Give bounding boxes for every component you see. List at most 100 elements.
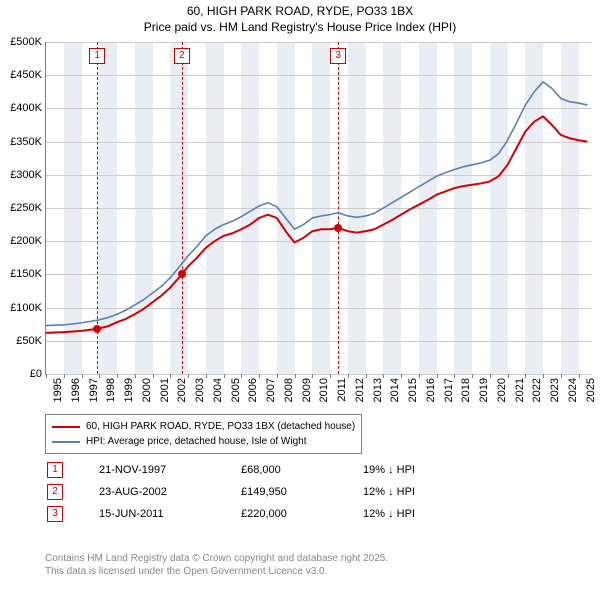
event-price: £220,000 [241,504,361,524]
x-tick-mark [82,374,83,378]
x-tick-label: 2022 [529,378,543,402]
y-gridline [46,374,591,375]
event-date: 23-AUG-2002 [99,482,239,502]
x-tick-label: 2005 [228,378,242,402]
x-tick-label: 2017 [441,378,455,402]
x-tick-mark [401,374,402,378]
y-tick-label: £400K [10,102,46,114]
x-tick-mark [579,374,580,378]
legend-item: 60, HIGH PARK ROAD, RYDE, PO33 1BX (deta… [52,419,355,434]
x-tick-label: 2011 [334,378,348,402]
x-tick-label: 1997 [86,378,100,402]
series-price-paid [46,116,587,332]
event-row: 2 23-AUG-2002£149,95012% ↓ HPI [47,482,483,502]
chart-title-line2: Price paid vs. HM Land Registry's House … [0,20,600,36]
x-tick-mark [366,374,367,378]
x-tick-label: 2003 [192,378,206,402]
x-tick-label: 1995 [50,378,64,402]
x-tick-mark [259,374,260,378]
y-tick-label: £0 [30,368,46,380]
y-tick-label: £100K [10,302,46,314]
x-tick-mark [241,374,242,378]
x-tick-label: 2019 [476,378,490,402]
legend-swatch [52,441,80,443]
events-table: 1 21-NOV-1997£68,00019% ↓ HPI 2 23-AUG-2002… [45,458,485,526]
x-tick-mark [348,374,349,378]
x-tick-label: 2024 [565,378,579,402]
y-tick-label: £450K [10,69,46,81]
x-tick-mark [525,374,526,378]
x-tick-label: 1998 [103,378,117,402]
x-tick-label: 2013 [370,378,384,402]
event-delta: 12% ↓ HPI [363,482,483,502]
y-tick-label: £200K [10,235,46,247]
legend-label: HPI: Average price, detached house, Isle… [86,434,307,449]
series-hpi [46,82,587,326]
attribution-footer: Contains HM Land Registry data © Crown c… [45,552,388,578]
chart-title-block: 60, HIGH PARK ROAD, RYDE, PO33 1BX Price… [0,0,600,35]
x-tick-label: 2010 [316,378,330,402]
legend-swatch [52,426,80,428]
x-tick-label: 2008 [281,378,295,402]
x-tick-mark [188,374,189,378]
x-tick-label: 2021 [512,378,526,402]
legend-item: HPI: Average price, detached house, Isle… [52,434,355,449]
x-tick-mark [153,374,154,378]
x-tick-label: 2023 [547,378,561,402]
x-tick-label: 2001 [157,378,171,402]
x-tick-label: 2015 [405,378,419,402]
x-tick-mark [46,374,47,378]
y-tick-label: £350K [10,136,46,148]
x-tick-mark [170,374,171,378]
event-delta: 12% ↓ HPI [363,504,483,524]
chart-title-line1: 60, HIGH PARK ROAD, RYDE, PO33 1BX [0,4,600,20]
y-tick-label: £500K [10,36,46,48]
footer-line2: This data is licensed under the Open Gov… [45,565,388,578]
x-tick-label: 1996 [68,378,82,402]
event-row: 1 21-NOV-1997£68,00019% ↓ HPI [47,460,483,480]
event-id-box: 1 [47,462,63,478]
event-delta: 19% ↓ HPI [363,460,483,480]
x-tick-mark [508,374,509,378]
x-tick-label: 2018 [458,378,472,402]
x-tick-mark [312,374,313,378]
event-id-box: 2 [47,484,63,500]
x-tick-label: 2006 [245,378,259,402]
event-date: 15-JUN-2011 [99,504,239,524]
x-tick-label: 2016 [423,378,437,402]
y-tick-label: £300K [10,169,46,181]
x-tick-label: 2012 [352,378,366,402]
x-tick-mark [383,374,384,378]
event-price: £68,000 [241,460,361,480]
x-tick-mark [135,374,136,378]
x-tick-mark [206,374,207,378]
x-tick-mark [330,374,331,378]
x-tick-mark [490,374,491,378]
x-tick-label: 2007 [263,378,277,402]
x-tick-mark [437,374,438,378]
chart-plot-area: £0£50K£100K£150K£200K£250K£300K£350K£400… [45,42,591,375]
event-id-box: 3 [47,506,63,522]
x-tick-mark [295,374,296,378]
x-tick-label: 1999 [121,378,135,402]
x-tick-label: 2000 [139,378,153,402]
footer-line1: Contains HM Land Registry data © Crown c… [45,552,388,565]
event-date: 21-NOV-1997 [99,460,239,480]
x-tick-mark [117,374,118,378]
event-price: £149,950 [241,482,361,502]
x-tick-mark [561,374,562,378]
y-tick-label: £250K [10,202,46,214]
chart-legend: 60, HIGH PARK ROAD, RYDE, PO33 1BX (deta… [45,414,362,454]
event-row: 3 15-JUN-2011£220,00012% ↓ HPI [47,504,483,524]
x-tick-mark [419,374,420,378]
x-tick-label: 2004 [210,378,224,402]
x-tick-label: 2014 [387,378,401,402]
x-tick-mark [543,374,544,378]
x-tick-mark [472,374,473,378]
chart-lines-svg [46,42,591,374]
y-tick-label: £50K [16,335,46,347]
x-tick-label: 2020 [494,378,508,402]
x-tick-mark [99,374,100,378]
x-tick-mark [277,374,278,378]
x-tick-label: 2025 [583,378,597,402]
